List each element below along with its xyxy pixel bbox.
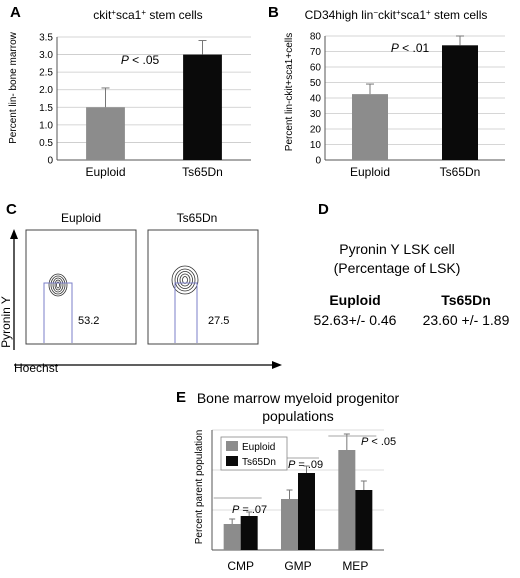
panel-e-category-label: GMP (284, 559, 311, 573)
panel-b-ytick-label: 50 (310, 78, 322, 89)
panel-d-letter: D (318, 201, 329, 218)
panel-e-pvalue-gmp: P = .09 (288, 459, 323, 471)
flow-x-label: Hoechst (14, 361, 59, 375)
flow-contours-euploid (48, 273, 68, 297)
panel-e-category-label: CMP (227, 559, 254, 573)
panel-b-ytick-label: 10 (310, 140, 322, 151)
panel-b-letter: B (268, 4, 279, 21)
panel-a-pvalue: P < .05 (121, 53, 160, 67)
panel-e-chart: CMP GMP MEP (211, 429, 384, 573)
panel-e-pvalue-mep: P < .05 (361, 436, 396, 448)
legend-label-ts65dn: Ts65Dn (242, 457, 276, 468)
panel-e-letter: E (176, 389, 186, 406)
panel-a-ytick-label: 3.5 (39, 33, 53, 44)
flow-gate-euploid (43, 282, 73, 343)
panel-e-category-label: MEP (342, 559, 368, 573)
panel-a-category-label: Ts65Dn (182, 165, 223, 179)
legend-swatch-ts65dn (226, 456, 238, 466)
panel-a-ytick-label: 0.5 (39, 138, 53, 149)
panel-b-ytick-label: 70 (310, 47, 322, 58)
panel-b-ytick-label: 20 (310, 125, 322, 136)
panel-c-letter: C (6, 201, 17, 218)
panel-b-pvalue: P < .01 (391, 41, 430, 55)
panel-b-ytick-label: 0 (315, 156, 321, 167)
panel-d-col2-value: 23.60 +/- 1.89 (423, 312, 510, 328)
panel-e-bar-mep-ts65dn (355, 490, 373, 550)
panel-a-title: ckit+sca1+ stem cells (93, 8, 202, 23)
panel-d-col1-head: Euploid (329, 292, 380, 308)
panel-e-ylabel: Percent parent population (194, 430, 205, 545)
panel-a-chart: 0 0.5 1.0 1.5 2.0 2.5 3.0 3.5 Euploid Ts65Dn (39, 33, 251, 179)
panel-c-label-ts65dn: Ts65Dn (177, 211, 218, 225)
panel-a-bar-ts65dn (183, 54, 222, 161)
panel-d-title-1: Pyronin Y LSK cell (339, 241, 454, 257)
flow-value-ts65dn: 27.5 (208, 315, 229, 327)
panel-a-bar-euploid (86, 107, 125, 160)
legend-swatch-euploid (226, 441, 238, 451)
panel-a-ytick-label: 2.0 (39, 85, 53, 96)
panel-e-title-1: Bone marrow myeloid progenitor (197, 390, 400, 406)
panel-b-ylabel: Percent lin-ckit+sca1+cells (284, 33, 295, 151)
panel-a-ytick-label: 3.0 (39, 50, 53, 61)
flow-plot-ts65dn (147, 229, 259, 345)
flow-contours-ts65dn (171, 265, 199, 295)
panel-a-letter: A (10, 4, 21, 21)
panel-a-ytick-label: 2.5 (39, 68, 53, 79)
panel-b-ytick-label: 30 (310, 109, 322, 120)
panel-e-bar-cmp-euploid (223, 524, 241, 550)
flow-y-label: Pyronin Y (0, 296, 13, 348)
panel-d-title-2: (Percentage of LSK) (334, 260, 461, 276)
panel-b-category-label: Euploid (350, 165, 390, 179)
panel-d-col1-value: 52.63+/- 0.46 (314, 312, 397, 328)
flow-x-arrowhead (272, 361, 282, 369)
panel-a-category-label: Euploid (85, 165, 125, 179)
panel-b-bar-euploid (352, 94, 388, 160)
panel-e-legend: Euploid Ts65Dn (220, 436, 288, 471)
panel-e-pvalue-cmp: P = .07 (232, 504, 267, 516)
panel-e-bar-cmp-ts65dn (240, 516, 258, 550)
panel-b-bar-ts65dn (442, 45, 478, 160)
panel-a-ytick-label: 0 (47, 156, 53, 167)
panel-b-chart: 0 10 20 30 40 50 60 70 80 Euploid Ts65Dn (310, 32, 505, 179)
panel-e-bar-gmp-euploid (281, 499, 298, 550)
panel-e-title-2: populations (262, 408, 334, 424)
panel-b-title: CD34high lin−ckit+sca1+ stem cells (305, 8, 488, 23)
panel-e-bar-gmp-ts65dn (298, 473, 315, 550)
legend-label-euploid: Euploid (242, 442, 275, 453)
panel-a-ytick-label: 1.0 (39, 120, 53, 131)
panel-a-ytick-label: 1.5 (39, 103, 53, 114)
panel-e-bar-mep-euploid (338, 450, 356, 550)
flow-value-euploid: 53.2 (78, 315, 99, 327)
panel-b-ytick-label: 40 (310, 94, 322, 105)
flow-y-arrowhead (10, 229, 18, 239)
flow-gate-ts65dn (174, 282, 198, 343)
panel-b-category-label: Ts65Dn (440, 165, 481, 179)
panel-c-label-euploid: Euploid (61, 211, 101, 225)
panel-b-ytick-label: 60 (310, 63, 322, 74)
panel-d-col2-head: Ts65Dn (441, 292, 491, 308)
panel-b-ytick-label: 80 (310, 32, 322, 43)
panel-a-ylabel: Percent lin- bone marrow (8, 31, 19, 143)
